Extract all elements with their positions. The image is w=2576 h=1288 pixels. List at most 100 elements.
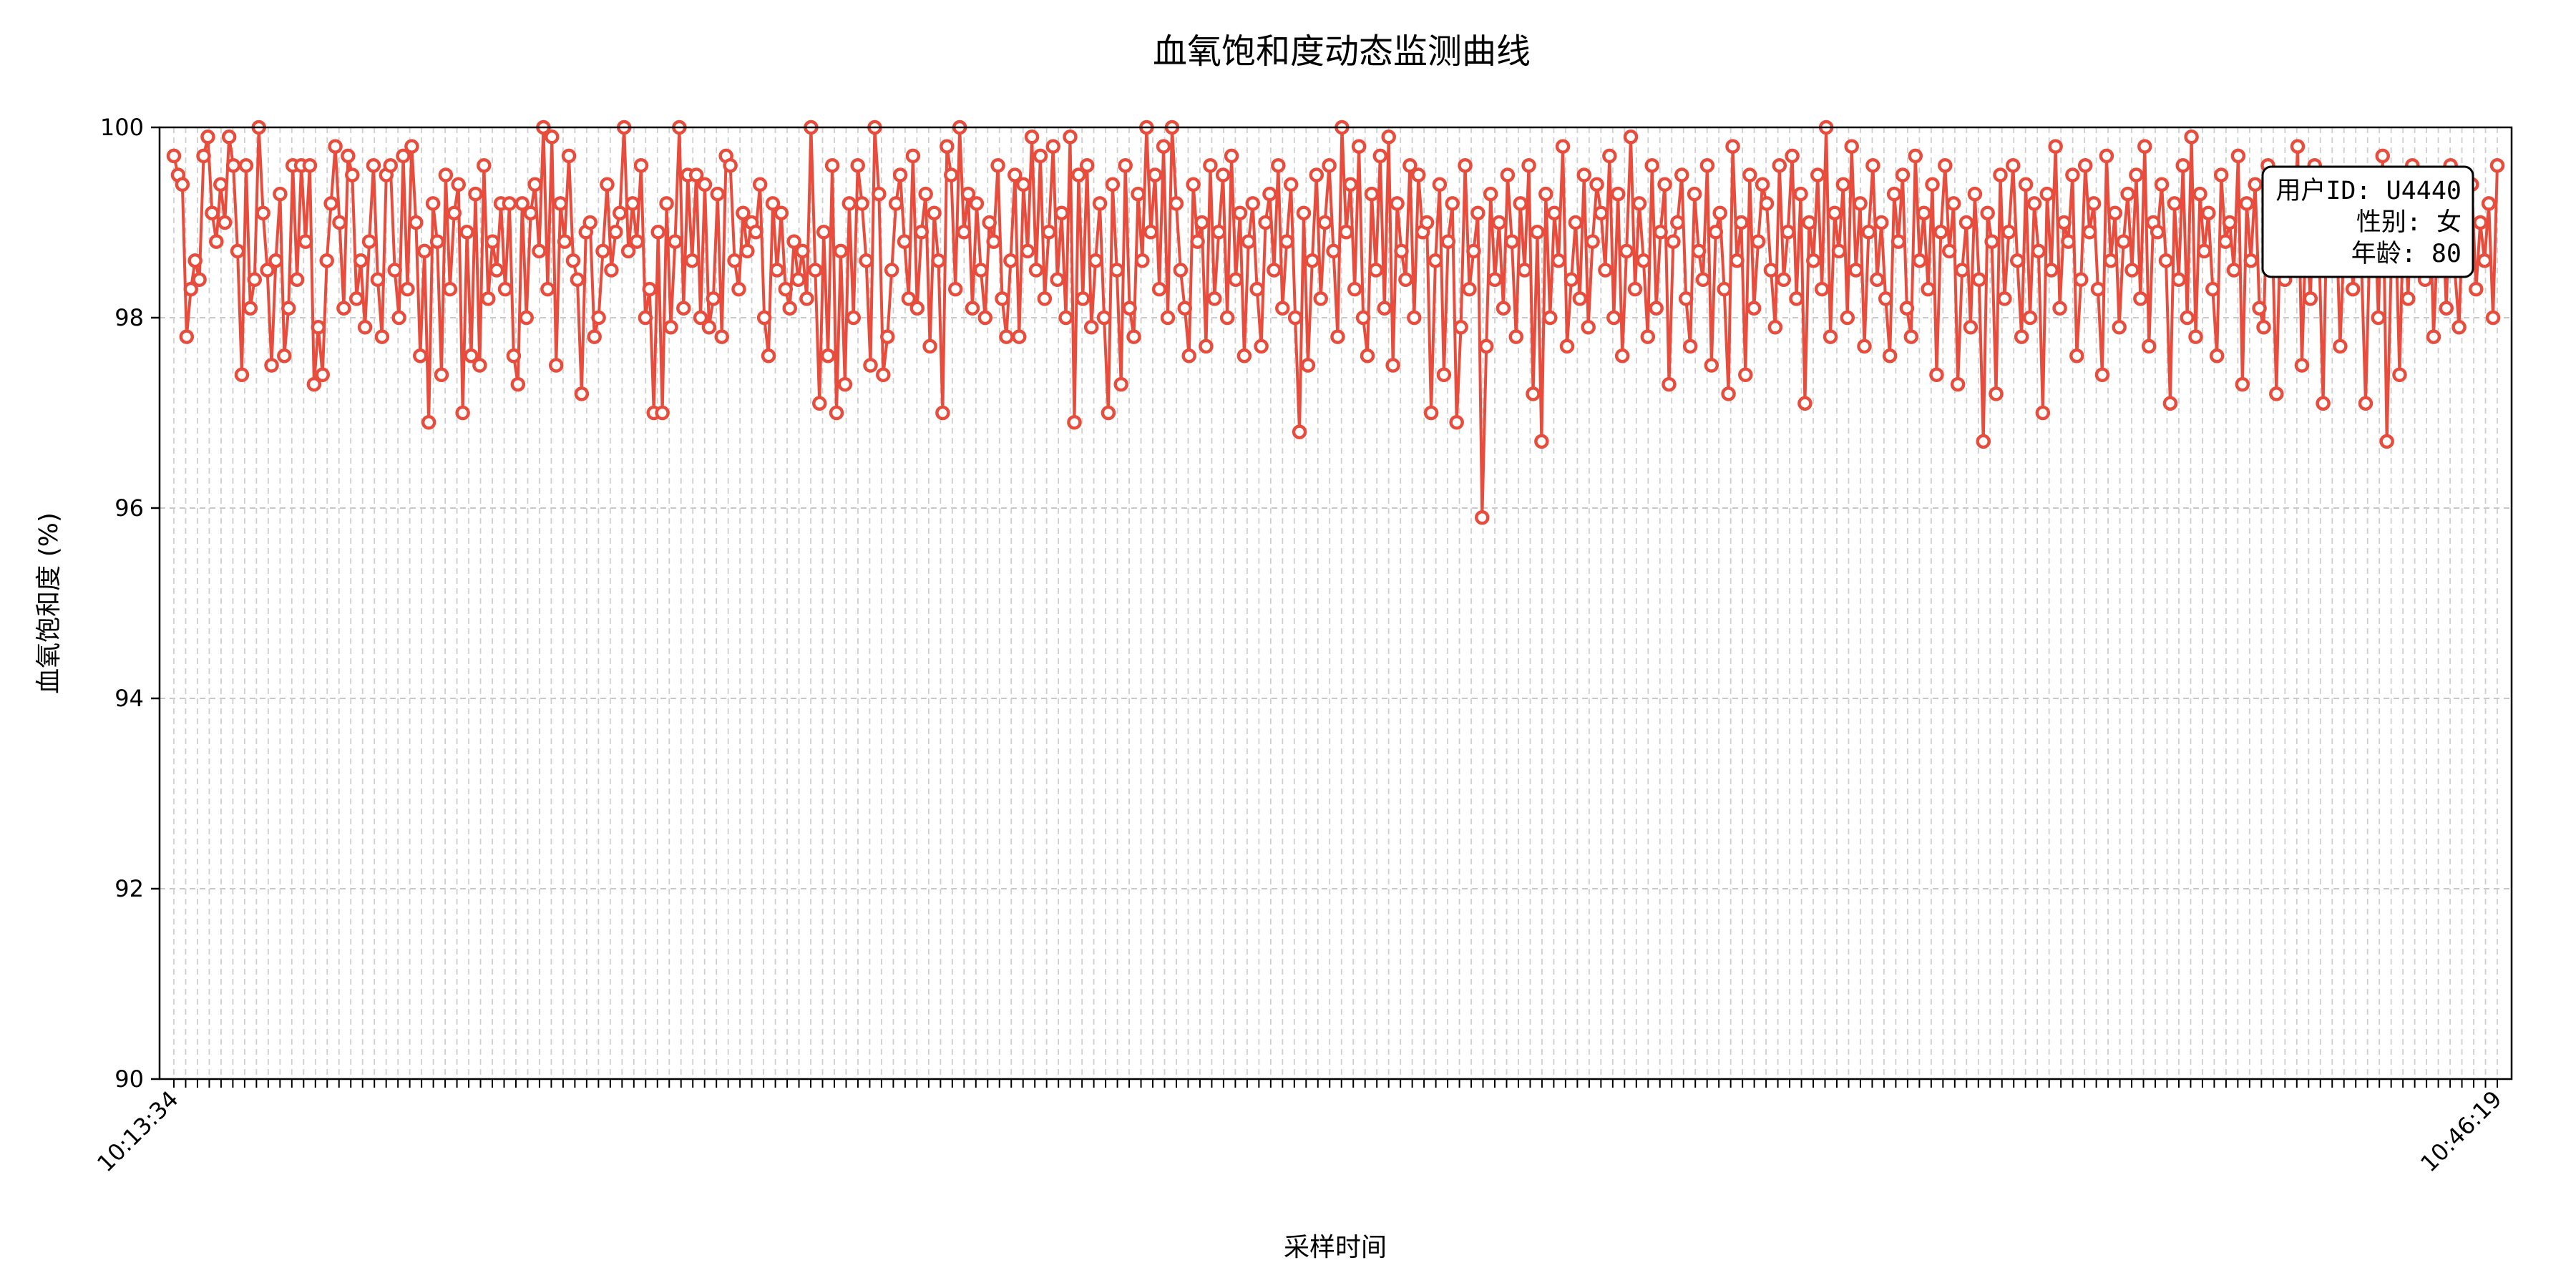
data-point <box>982 215 997 230</box>
data-point <box>774 205 789 220</box>
data-point <box>1865 157 1880 173</box>
data-point <box>442 281 458 297</box>
data-point <box>1853 196 1868 211</box>
data-point <box>1160 310 1176 326</box>
data-point <box>298 234 313 249</box>
data-point <box>2426 329 2441 344</box>
data-point <box>451 177 466 192</box>
data-point <box>884 263 899 278</box>
data-point <box>1657 177 1672 192</box>
data-point <box>824 157 840 173</box>
data-point <box>1500 167 1516 182</box>
data-point <box>613 205 628 220</box>
data-point <box>1750 234 1766 249</box>
data-point <box>1631 196 1647 211</box>
data-point <box>1874 215 1889 230</box>
data-point <box>1262 186 1277 202</box>
data-point <box>1012 329 1027 344</box>
data-point <box>1763 263 1779 278</box>
data-point <box>947 281 963 297</box>
data-point <box>829 405 844 421</box>
data-point <box>1096 310 1112 326</box>
data-point <box>1835 177 1851 192</box>
data-point <box>2116 234 2131 249</box>
data-point <box>2294 358 2310 373</box>
data-point <box>1113 376 1128 392</box>
data-point <box>1347 281 1362 297</box>
data-point <box>2035 405 2051 421</box>
data-point <box>1186 177 1201 192</box>
data-point <box>260 263 275 278</box>
data-point <box>341 148 356 164</box>
data-point <box>574 386 590 401</box>
data-point <box>723 157 738 173</box>
data-point <box>336 301 351 316</box>
data-point <box>192 272 207 288</box>
data-point <box>600 177 615 192</box>
data-point <box>1372 148 1388 164</box>
data-point <box>2375 148 2390 164</box>
data-point <box>1950 376 1966 392</box>
data-point <box>1908 148 1923 164</box>
data-point <box>1364 186 1380 202</box>
data-point <box>1725 139 1740 154</box>
data-point <box>1717 281 1732 297</box>
data-point <box>477 157 492 173</box>
data-point <box>2026 196 2042 211</box>
data-point <box>642 281 658 297</box>
data-point <box>1572 291 1588 306</box>
data-point <box>859 253 874 268</box>
data-point <box>1402 157 1418 173</box>
data-point <box>846 310 862 326</box>
y-axis-ticks: 90 92 94 96 98 100 <box>100 114 160 1093</box>
data-point <box>1147 167 1163 182</box>
data-point <box>1963 320 1979 335</box>
data-point <box>1079 157 1095 173</box>
data-point <box>1326 243 1341 259</box>
data-point <box>995 291 1010 306</box>
data-point <box>1513 196 1528 211</box>
data-point <box>795 243 810 259</box>
data-point <box>1543 310 1558 326</box>
data-point <box>1105 177 1121 192</box>
data-point <box>1530 225 1545 240</box>
data-point <box>2252 301 2267 316</box>
data-point <box>736 205 751 220</box>
info-age: 年龄: 80 <box>2351 240 2462 268</box>
data-point <box>977 310 993 326</box>
data-point <box>901 291 917 306</box>
data-point <box>969 196 985 211</box>
data-point <box>582 215 597 230</box>
data-point <box>1678 291 1694 306</box>
data-point <box>1576 167 1592 182</box>
data-point <box>710 186 726 202</box>
data-point <box>782 301 797 316</box>
data-point <box>217 215 233 230</box>
data-point <box>1627 281 1643 297</box>
data-point <box>273 186 288 202</box>
data-point <box>332 215 347 230</box>
data-point <box>1989 386 2004 401</box>
data-point <box>1938 157 1953 173</box>
data-point <box>1602 148 1617 164</box>
data-point <box>1067 415 1082 430</box>
data-point <box>2439 301 2454 316</box>
y-tick-label: 90 <box>114 1065 144 1093</box>
data-point <box>506 348 522 364</box>
data-point <box>1287 310 1303 326</box>
data-point <box>2175 157 2190 173</box>
data-point <box>2086 196 2102 211</box>
data-point <box>1135 253 1150 268</box>
data-point <box>552 196 568 211</box>
data-point <box>2009 253 2025 268</box>
data-point <box>2124 263 2140 278</box>
data-point <box>1521 157 1536 173</box>
data-point <box>1109 263 1125 278</box>
data-point <box>1806 253 1821 268</box>
data-point <box>1912 253 1927 268</box>
data-point <box>1878 291 1893 306</box>
data-point <box>2094 367 2110 383</box>
data-point <box>1423 405 1439 421</box>
data-point <box>816 225 831 240</box>
data-point <box>1254 338 1269 354</box>
